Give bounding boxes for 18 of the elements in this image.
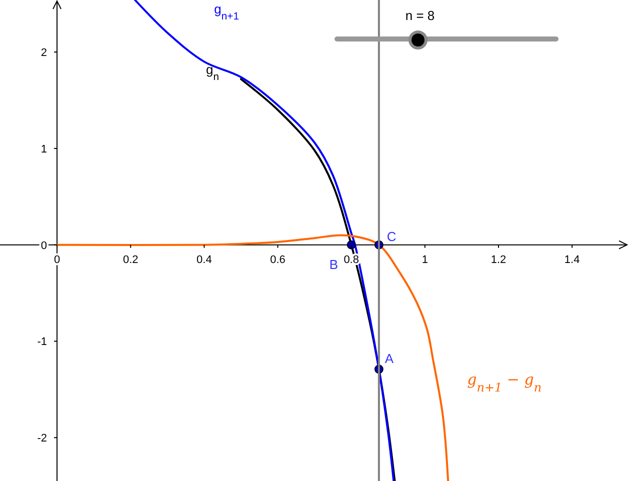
x-tick-label: 1.4 — [564, 254, 580, 266]
annotation: C — [386, 228, 396, 244]
annotation: A — [384, 351, 394, 366]
annotation: n = 8 — [405, 8, 435, 23]
y-tick-label: 1 — [40, 143, 48, 156]
annotation: B — [329, 256, 338, 272]
series-label: g$_{n+1}$ − g$_{n}$ — [467, 370, 542, 395]
y-tick-label: -2 — [37, 432, 48, 445]
y-tick-label: -1 — [37, 336, 48, 348]
text: g$_{n+1}$ — [214, 2, 240, 22]
x-tick-label: 0.4 — [196, 254, 212, 266]
series-label: g$_{n}$ — [206, 62, 220, 83]
x-tick-label: 1 — [422, 254, 428, 266]
line-series — [240, 78, 396, 481]
x-tick-label: 0.6 — [270, 254, 286, 266]
y-tick-label: 2 — [40, 47, 48, 60]
x-tick-label: 0.2 — [122, 254, 138, 266]
x-tick-label: 1.2 — [490, 254, 506, 266]
